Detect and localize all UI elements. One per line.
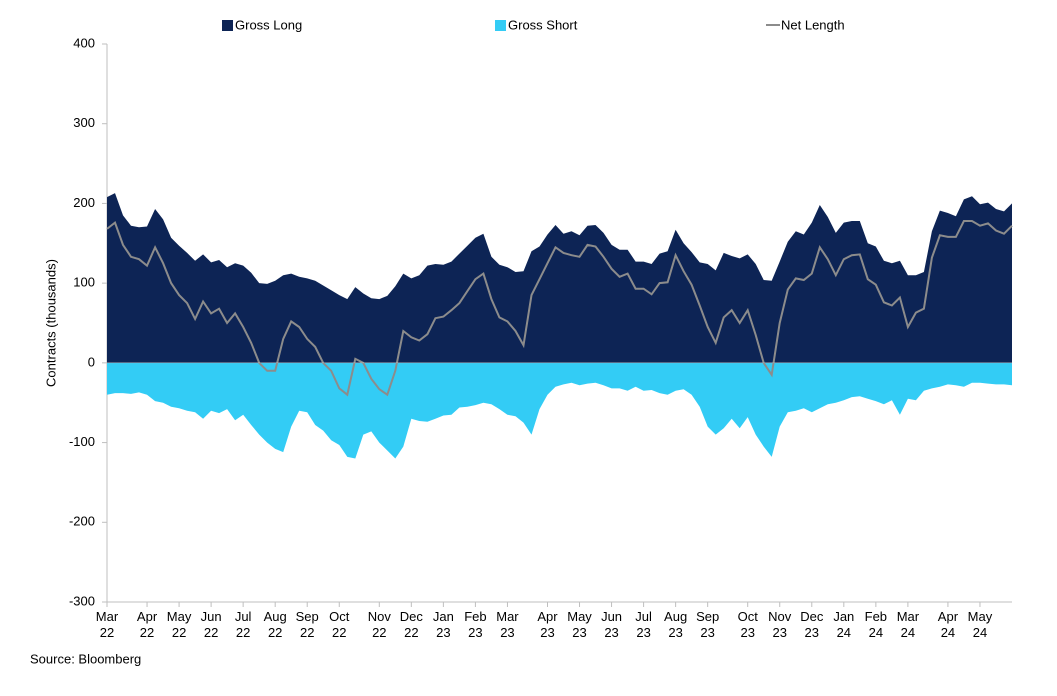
x-tick-label: Apr 22 [137,609,158,640]
x-tick-label: Sep 23 [696,609,719,640]
x-tick-label: Nov 22 [368,609,392,640]
x-tick-label: Sep 22 [296,609,319,640]
x-tick-label: Aug 23 [664,609,687,640]
y-tick-label: 0 [88,354,95,369]
x-tick-label: Dec 22 [400,609,424,640]
x-tick-label: Mar 23 [496,609,519,640]
x-tick-label: Apr 24 [938,609,959,640]
x-tick-label: Jan 24 [833,609,854,640]
x-tick-label: Aug 22 [264,609,287,640]
legend-label: Gross Long [235,17,302,32]
x-tick-label: May 22 [167,609,192,640]
legend-label: Gross Short [508,17,578,32]
x-tick-label: Feb 24 [865,609,887,640]
x-tick-label: Jun 23 [601,609,622,640]
x-tick-label: Nov 23 [768,609,792,640]
x-tick-label: Jun 22 [201,609,222,640]
x-tick-label: May 23 [567,609,592,640]
x-tick-label: Apr 23 [537,609,558,640]
x-tick-label: Oct 22 [329,609,350,640]
x-tick-label: Oct 23 [738,609,759,640]
y-tick-label: -200 [69,514,95,529]
y-tick-label: -300 [69,593,95,608]
legend-label: Net Length [781,17,845,32]
y-tick-label: 300 [73,115,95,130]
legend-swatch [222,20,233,31]
area [107,193,1012,363]
x-tick-label: Mar 22 [96,609,119,640]
y-tick-label: 400 [73,35,95,50]
x-tick-label: Jul 23 [635,609,652,640]
x-tick-label: Jul 22 [235,609,252,640]
x-tick-label: May 24 [968,609,993,640]
y-tick-label: 100 [73,275,95,290]
source: Source: Bloomberg [30,651,141,666]
y-tick-label: -100 [69,434,95,449]
area [107,362,1012,459]
x-tick-label: Mar 24 [897,609,920,640]
legend-swatch [495,20,506,31]
line [106,220,1013,397]
y-tick-label: 200 [73,195,95,210]
x-tick-label: Dec 23 [800,609,824,640]
x-tick-label: Feb 23 [464,609,486,640]
y-axis-label: Contracts (thousands) [43,259,58,387]
x-tick-label: Jan 23 [433,609,454,640]
